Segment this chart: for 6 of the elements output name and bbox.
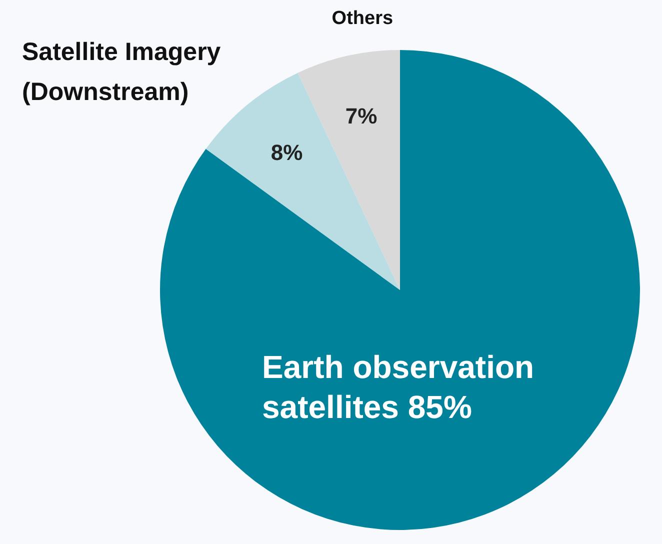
- data-label: 8%: [270, 140, 303, 166]
- slice-label: Earth observation satellites 85%: [262, 349, 534, 425]
- data-label: 7%: [345, 104, 378, 129]
- pie-slice: [206, 72, 400, 290]
- slice-label: Others: [332, 8, 394, 29]
- slice-label: Satellite Imagery (Downstream): [22, 38, 221, 106]
